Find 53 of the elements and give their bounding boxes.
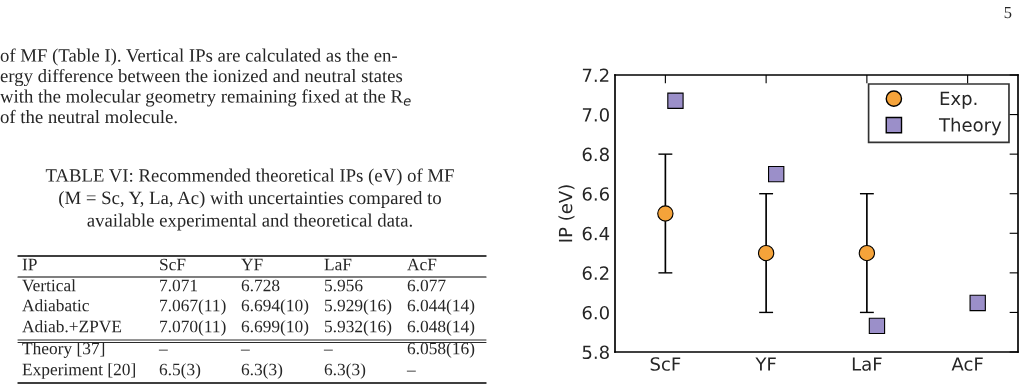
text: 6.058(16) bbox=[407, 342, 475, 358]
text: – bbox=[323, 349, 333, 351]
text: – bbox=[158, 349, 168, 351]
text: of the neutral molecule. bbox=[0, 109, 177, 124]
x-tick-label: LaF bbox=[852, 357, 882, 371]
y-tick-label: 7.2 bbox=[582, 68, 609, 82]
text: 6.048(14) bbox=[407, 320, 475, 336]
text: 5.929(16) bbox=[325, 299, 392, 315]
y-axis-title: IP (eV) bbox=[558, 185, 575, 242]
y-tick-label: 7.0 bbox=[582, 108, 609, 122]
text: 5.956 bbox=[325, 279, 363, 292]
text: 6.699(10) bbox=[241, 320, 309, 336]
text: YF bbox=[241, 258, 263, 271]
text: AcF bbox=[407, 258, 437, 271]
text: LaF bbox=[324, 258, 352, 271]
y-tick-label: 6.0 bbox=[582, 305, 609, 320]
text: Adiab.+ZPVE bbox=[22, 320, 122, 333]
text: Theory [37] bbox=[22, 342, 105, 358]
text: 7.067(11) bbox=[160, 299, 226, 315]
text: IP bbox=[22, 258, 37, 271]
text: of MF (Table I). Vertical IPs are calculated as the en- bbox=[0, 48, 397, 66]
text: 6.044(14) bbox=[407, 299, 475, 315]
text: with the molecular geometry remaining fixed at the R$_{e}$ bbox=[0, 89, 411, 107]
text: 5.932(16) bbox=[325, 320, 392, 336]
text: Adiabatic bbox=[22, 299, 89, 312]
text: 7.071 bbox=[160, 279, 198, 292]
text: 7.070(11) bbox=[160, 320, 226, 336]
text: 5 bbox=[1004, 7, 1012, 19]
text: 6.694(10) bbox=[241, 299, 309, 315]
x-tick-label: ScF bbox=[650, 357, 681, 371]
text: 6.3(3) bbox=[241, 363, 283, 379]
text: 6.728 bbox=[241, 279, 280, 292]
text: Experiment [20] bbox=[22, 363, 135, 379]
text: (M = Sc, Y, La, Ac) with uncertainties compared to bbox=[59, 191, 441, 208]
y-tick-label: 6.8 bbox=[582, 147, 609, 162]
text: available experimental and theoretical data. bbox=[87, 213, 412, 231]
y-tick-label: 6.2 bbox=[582, 266, 609, 280]
legend-label: Theory bbox=[938, 117, 1002, 136]
text: 6.5(3) bbox=[159, 363, 201, 379]
text: 6.3(3) bbox=[324, 363, 366, 379]
text: – bbox=[406, 370, 416, 372]
text: ScF bbox=[160, 258, 186, 271]
y-tick-label: 6.4 bbox=[582, 226, 610, 241]
x-tick-label: YF bbox=[755, 357, 776, 371]
text: TABLE VI: Recommended theoretical IPs (eV) of MF bbox=[45, 168, 454, 186]
text: 6.077 bbox=[407, 279, 446, 292]
x-tick-label: AcF bbox=[951, 357, 983, 371]
y-tick-label: 6.6 bbox=[582, 187, 609, 201]
legend-label: Exp. bbox=[940, 91, 977, 109]
text: – bbox=[240, 349, 250, 351]
text: Vertical bbox=[22, 279, 76, 292]
y-tick-label: 5.8 bbox=[582, 345, 609, 360]
text: ergy difference between the ionized and neutral states bbox=[0, 68, 403, 87]
